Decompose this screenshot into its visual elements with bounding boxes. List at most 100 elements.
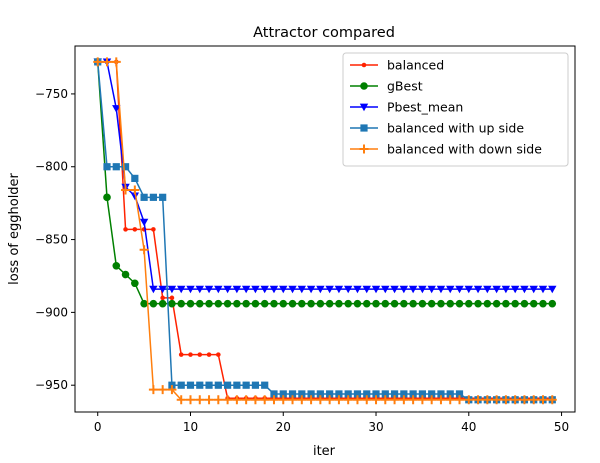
data-point-1-47-shape xyxy=(529,299,538,308)
data-point-3-39-shape xyxy=(455,390,464,398)
data-point-1-25-shape xyxy=(325,299,334,308)
data-point-4-14-shape xyxy=(223,395,233,405)
data-point-2-38-shape xyxy=(446,285,455,294)
x-tick-label-3: 30 xyxy=(368,420,383,434)
data-point-2-22-shape xyxy=(297,285,307,294)
data-point-4-46-shape xyxy=(519,395,529,405)
data-point-3-27-shape xyxy=(344,390,352,398)
y-tick-label-4: −750 xyxy=(35,87,68,101)
data-point-4-28-shape xyxy=(352,395,362,405)
plot-frame xyxy=(74,45,576,413)
data-point-3-9-shape xyxy=(177,381,185,389)
data-point-4-15-shape xyxy=(232,395,242,405)
data-point-0-12 xyxy=(206,352,212,357)
data-point-1-15-shape xyxy=(233,299,241,308)
data-point-2-29 xyxy=(362,285,371,294)
data-point-2-22 xyxy=(297,285,307,294)
data-point-1-46 xyxy=(520,299,529,308)
data-point-4-31 xyxy=(380,395,390,405)
data-point-2-31 xyxy=(381,285,390,294)
data-point-4-37 xyxy=(436,395,446,405)
data-point-0-12-shape xyxy=(206,352,212,357)
y-tick-label-3: −800 xyxy=(35,160,68,174)
data-point-1-34 xyxy=(409,299,417,308)
data-point-2-43 xyxy=(492,285,501,294)
data-point-3-3 xyxy=(121,163,130,171)
data-point-0-8 xyxy=(169,295,175,301)
data-point-2-29-shape xyxy=(362,285,371,294)
data-point-4-48-shape xyxy=(538,395,548,405)
data-point-1-1 xyxy=(103,193,111,202)
data-point-1-1-shape xyxy=(103,193,111,202)
data-point-1-15 xyxy=(233,299,241,308)
data-point-4-45-shape xyxy=(510,395,520,405)
data-point-4-40 xyxy=(464,395,474,405)
data-point-4-45 xyxy=(510,395,520,405)
y-tick-label-0: −950 xyxy=(35,378,68,392)
data-point-1-24 xyxy=(316,299,325,308)
data-point-1-20 xyxy=(279,299,288,308)
data-point-4-16-shape xyxy=(241,395,251,405)
data-point-0-4 xyxy=(132,227,138,232)
data-point-1-26-shape xyxy=(335,299,343,308)
data-point-4-43-shape xyxy=(492,395,502,405)
data-point-4-11-shape xyxy=(195,395,205,405)
data-point-3-1-shape xyxy=(103,163,111,171)
data-point-1-17-shape xyxy=(251,299,260,308)
data-point-0-3-shape xyxy=(123,227,128,232)
data-point-1-41-shape xyxy=(474,299,482,308)
data-point-1-18 xyxy=(260,299,269,308)
data-point-1-43-shape xyxy=(492,299,501,308)
data-point-3-22 xyxy=(298,390,306,398)
data-point-2-33 xyxy=(399,285,409,294)
data-point-2-8 xyxy=(167,285,177,294)
chart-title: Attractor compared xyxy=(253,25,395,41)
data-point-4-49 xyxy=(547,395,557,405)
data-point-4-22 xyxy=(297,395,307,405)
data-point-4-43 xyxy=(492,395,502,405)
y-axis: −950 −900 −850 −800 −750 xyxy=(35,87,75,392)
data-point-1-30-shape xyxy=(372,299,380,308)
data-point-2-32-shape xyxy=(390,285,399,294)
data-point-2-12-shape xyxy=(204,285,214,294)
data-point-2-16 xyxy=(241,285,251,294)
data-point-4-33-shape xyxy=(399,395,409,405)
data-point-2-7-shape xyxy=(158,285,167,294)
data-point-4-3-shape xyxy=(121,185,131,195)
data-point-4-27 xyxy=(343,395,353,405)
data-point-1-35 xyxy=(418,299,427,308)
data-point-4-38 xyxy=(445,395,455,405)
data-point-3-5-shape xyxy=(140,193,148,201)
data-point-3-26 xyxy=(335,390,343,398)
data-point-4-24-shape xyxy=(315,395,325,405)
data-point-4-19 xyxy=(269,395,279,405)
data-point-2-7 xyxy=(158,285,167,294)
data-point-1-11 xyxy=(195,299,204,308)
data-point-1-37-shape xyxy=(437,299,445,308)
data-point-1-20-shape xyxy=(279,299,288,308)
data-point-3-39 xyxy=(455,390,464,398)
data-point-1-4-shape xyxy=(131,279,139,288)
data-point-4-25 xyxy=(325,395,335,405)
data-point-3-34 xyxy=(409,390,417,398)
x-tick-label-2: 20 xyxy=(276,420,291,434)
data-point-1-27-shape xyxy=(344,299,352,308)
data-point-3-34-shape xyxy=(409,390,417,398)
data-point-4-48 xyxy=(538,395,548,405)
data-point-2-40-shape xyxy=(464,285,473,294)
data-point-4-0 xyxy=(93,57,103,67)
data-point-3-18-shape xyxy=(261,381,269,389)
data-point-1-43 xyxy=(492,299,501,308)
data-point-4-37-shape xyxy=(436,395,446,405)
data-point-3-38 xyxy=(446,390,454,398)
data-point-3-35-shape xyxy=(418,390,427,398)
data-point-1-27 xyxy=(344,299,352,308)
data-point-1-32 xyxy=(390,299,399,308)
data-point-2-48 xyxy=(538,285,548,294)
data-point-3-28-shape xyxy=(353,390,362,398)
data-point-2-21-shape xyxy=(288,285,297,294)
data-point-4-10 xyxy=(185,395,195,405)
data-point-1-31 xyxy=(381,299,390,308)
data-point-4-32-shape xyxy=(390,395,400,405)
